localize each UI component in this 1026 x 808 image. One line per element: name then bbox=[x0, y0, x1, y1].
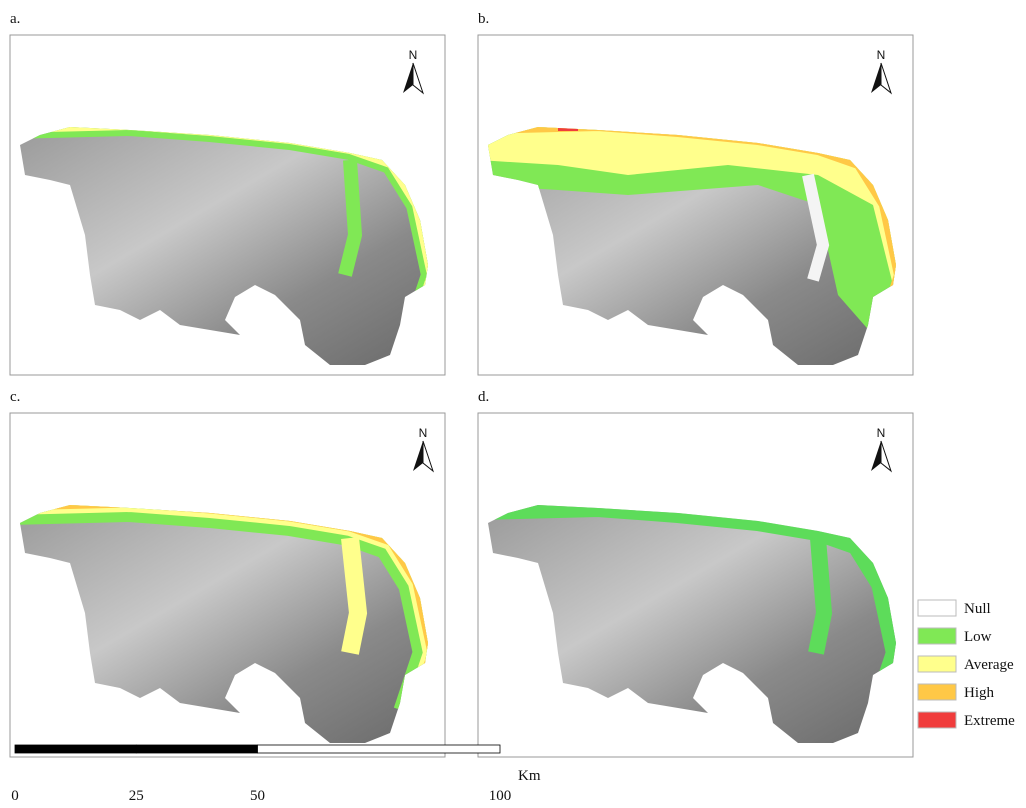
panel-label: d. bbox=[478, 389, 489, 405]
legend-swatch bbox=[918, 656, 956, 672]
scale-tick-label: 50 bbox=[250, 788, 265, 803]
legend-swatch bbox=[918, 712, 956, 728]
scale-segment bbox=[136, 745, 257, 753]
panel-label: c. bbox=[10, 389, 20, 405]
legend-label: Extreme bbox=[964, 713, 1015, 729]
scale-tick-label: 0 bbox=[11, 788, 19, 803]
scale-unit: Km bbox=[518, 768, 541, 784]
scale-tick-label: 25 bbox=[129, 788, 144, 803]
panel-a bbox=[10, 35, 445, 375]
scale-segment bbox=[258, 745, 501, 753]
legend-label: Low bbox=[964, 629, 992, 645]
panel-c bbox=[10, 413, 445, 757]
panel-label: b. bbox=[478, 11, 489, 27]
figure: a. b. c. d. N N N N Km Null Low Average Hig… bbox=[0, 0, 1026, 803]
north-label: N bbox=[877, 48, 886, 62]
panel-label: a. bbox=[10, 11, 20, 27]
legend-label: High bbox=[964, 685, 995, 701]
north-label: N bbox=[877, 426, 886, 440]
legend-label: Null bbox=[964, 601, 991, 617]
north-label: N bbox=[409, 48, 418, 62]
panel-d bbox=[478, 413, 913, 757]
legend-label: Average bbox=[964, 657, 1014, 673]
legend-swatch bbox=[918, 628, 956, 644]
scale-tick-label: 100 bbox=[489, 788, 512, 803]
panel-b bbox=[478, 35, 918, 375]
legend-swatch bbox=[918, 600, 956, 616]
scale-segment bbox=[15, 745, 136, 753]
north-label: N bbox=[419, 426, 428, 440]
legend-swatch bbox=[918, 684, 956, 700]
